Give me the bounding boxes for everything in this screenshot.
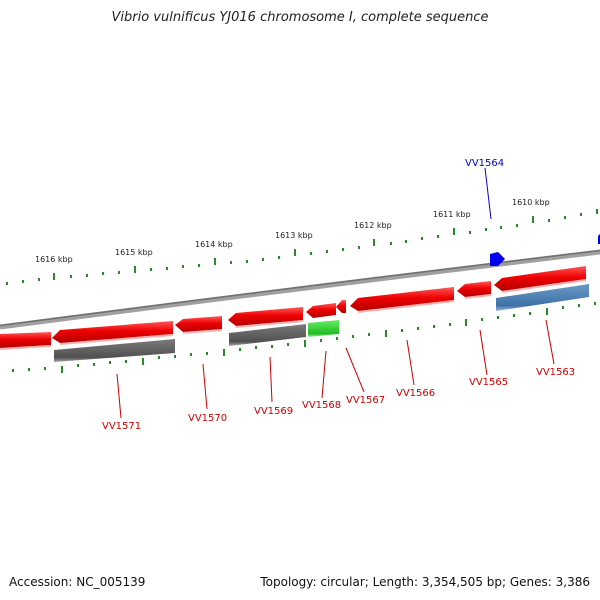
scale-label-1611: 1611 kbp <box>433 210 471 219</box>
gene-label-VV1570[interactable]: VV1570 <box>188 413 227 424</box>
gene-label-VV1569[interactable]: VV1569 <box>254 406 293 417</box>
gene-box-blue[interactable] <box>496 284 589 311</box>
gene-arrow-VV1572[interactable] <box>0 332 51 348</box>
gene-marker-VV1564[interactable] <box>490 252 505 266</box>
scale-ticks-bottom <box>12 302 596 373</box>
gene-box-gray-2[interactable] <box>229 324 306 346</box>
gene-arrow-VV1564-block[interactable] <box>494 266 586 291</box>
gene-arrow-VV1569[interactable] <box>228 307 303 326</box>
gene-arrow-VV1567[interactable] <box>336 300 346 313</box>
gene-label-VV1568[interactable]: VV1568 <box>302 400 341 411</box>
scale-ticks-top <box>6 209 598 285</box>
gene-arrow-VV1568[interactable] <box>306 303 336 318</box>
gene-arrow-VV1566[interactable] <box>350 287 454 311</box>
accession-label: Accession: NC_005139 <box>9 575 146 589</box>
genome-backbone <box>0 249 600 330</box>
gene-box-gray-1[interactable] <box>54 339 175 362</box>
gene-label-VV1566[interactable]: VV1566 <box>396 388 435 399</box>
scale-label-1610: 1610 kbp <box>512 198 550 207</box>
scale-label-1613: 1613 kbp <box>275 231 313 240</box>
gene-box-green[interactable] <box>308 320 339 337</box>
scale-label-1614: 1614 kbp <box>195 240 233 249</box>
gene-arrow-VV1565[interactable] <box>457 281 491 297</box>
gene-arrow-VV1570[interactable] <box>175 316 222 332</box>
map-title: Vibrio vulnificus YJ016 chromosome I, co… <box>111 10 489 25</box>
gene-label-VV1564[interactable]: VV1564 <box>465 158 504 169</box>
label-leaders <box>116 167 555 419</box>
scale-label-1616: 1616 kbp <box>35 255 73 264</box>
gene-label-VV1563[interactable]: VV1563 <box>536 367 575 378</box>
gene-label-VV1565[interactable]: VV1565 <box>469 377 508 388</box>
sequence-summary: Topology: circular; Length: 3,354,505 bp… <box>260 575 590 589</box>
gene-label-VV1567[interactable]: VV1567 <box>346 395 385 406</box>
genes-reverse-strand <box>0 266 586 350</box>
genes-lower-track <box>54 284 589 362</box>
gene-label-VV1571[interactable]: VV1571 <box>102 421 141 432</box>
scale-label-1612: 1612 kbp <box>354 221 392 230</box>
gene-arrow-VV1571[interactable] <box>52 321 173 343</box>
scale-label-1615: 1615 kbp <box>115 248 153 257</box>
